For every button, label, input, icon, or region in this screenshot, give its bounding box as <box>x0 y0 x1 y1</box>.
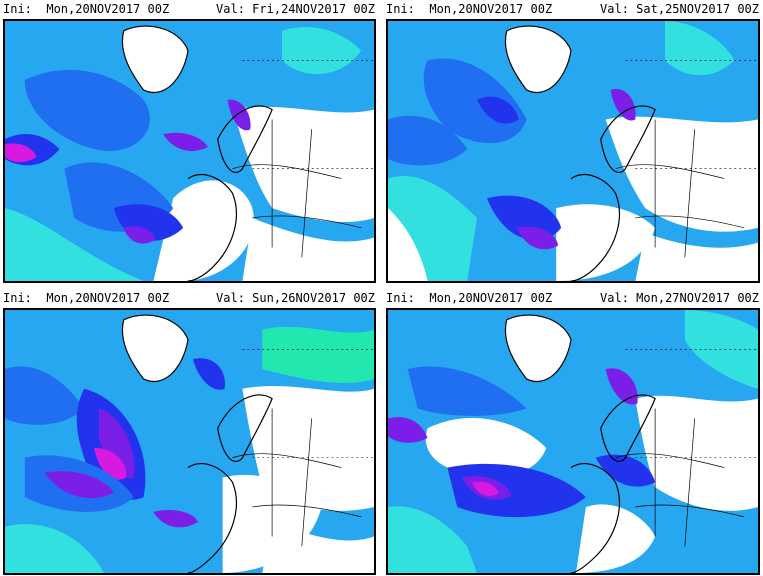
panel-2-init-time: Ini: Mon,20NOV2017 00Z <box>386 2 553 16</box>
panel-4-precip-field <box>388 310 758 573</box>
panel-4-init-time: Ini: Mon,20NOV2017 00Z <box>386 291 553 305</box>
panel-3-map <box>3 308 376 575</box>
panel-4-header: Ini: Mon,20NOV2017 00Z Val: Mon,27NOV201… <box>386 289 759 307</box>
panel-3-header: Ini: Mon,20NOV2017 00Z Val: Sun,26NOV201… <box>3 289 375 307</box>
panel-3-valid-time: Val: Sun,26NOV2017 00Z <box>216 291 375 305</box>
panel-4-map <box>386 308 760 575</box>
panel-3-precip-field <box>5 310 374 573</box>
panel-1-init-time: Ini: Mon,20NOV2017 00Z <box>3 2 170 16</box>
panel-2-header: Ini: Mon,20NOV2017 00Z Val: Sat,25NOV201… <box>386 0 759 18</box>
panel-2-map <box>386 19 760 283</box>
panel-1-header: Ini: Mon,20NOV2017 00Z Val: Fri,24NOV201… <box>3 0 375 18</box>
panel-1-precip-field <box>5 21 374 281</box>
panel-2-precip-field <box>388 21 758 281</box>
panel-4-valid-time: Val: Mon,27NOV2017 00Z <box>600 291 759 305</box>
panel-3-init-time: Ini: Mon,20NOV2017 00Z <box>3 291 170 305</box>
panel-1-map <box>3 19 376 283</box>
panel-2-valid-time: Val: Sat,25NOV2017 00Z <box>600 2 759 16</box>
panel-1-valid-time: Val: Fri,24NOV2017 00Z <box>216 2 375 16</box>
